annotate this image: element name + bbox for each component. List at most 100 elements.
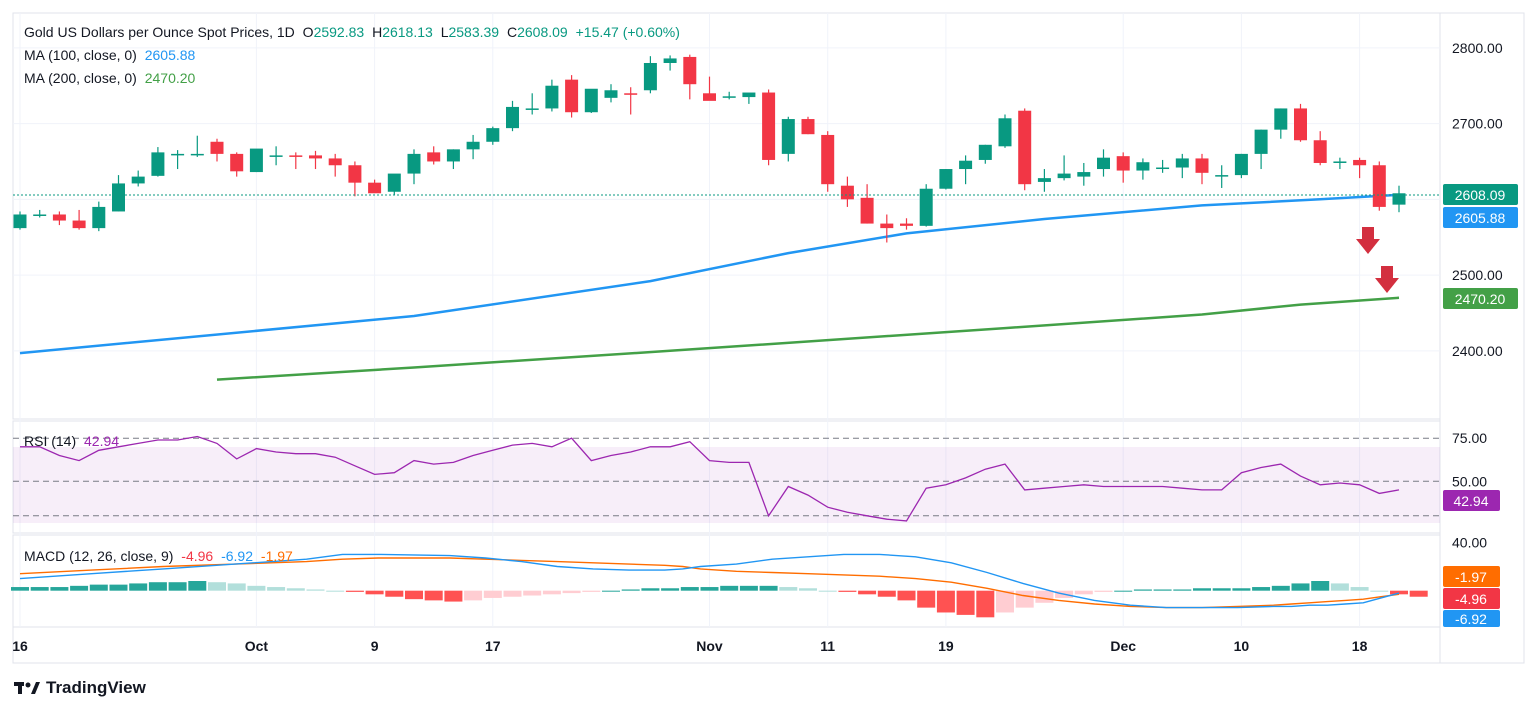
macd-histogram-bar [956, 590, 975, 615]
rsi-line [20, 435, 1400, 522]
macd-histogram-bar [976, 590, 995, 618]
candle-body [368, 182, 382, 194]
candle-body [269, 155, 283, 157]
candle-body [131, 176, 145, 184]
macd-histogram-bar [483, 590, 502, 598]
rsi-legend[interactable]: RSI (14) 42.94 [24, 433, 123, 449]
macd-histogram-bar [1311, 581, 1330, 591]
badge-macd-text: -6.92 [1455, 611, 1487, 627]
macd-histogram-bar [188, 581, 207, 591]
price-pane[interactable] [12, 12, 1441, 420]
candle-body [1215, 175, 1229, 177]
badge-rsi: 42.94 [1443, 490, 1500, 511]
macd-histogram-bar [89, 584, 108, 591]
change-value: +15.47 (+0.60%) [575, 24, 680, 40]
badge-signal-text: -1.97 [1455, 569, 1487, 585]
time-tick-label: 16 [12, 638, 28, 654]
macd-histogram-bar [996, 590, 1014, 613]
macd-histogram-bar [464, 590, 483, 601]
candle-body [1175, 158, 1189, 168]
candle-body [525, 108, 539, 110]
macd-pane[interactable] [12, 534, 1441, 628]
candle-body [190, 153, 204, 156]
candle-body [978, 144, 992, 160]
symbol-title[interactable]: Gold US Dollars per Ounce Spot Prices, 1… [24, 24, 295, 40]
candle-body [1195, 158, 1209, 173]
macd-histogram-bar [1330, 583, 1349, 591]
candle-body [840, 185, 854, 200]
macd-signal-value: -1.97 [260, 548, 293, 564]
macd-histogram-bar [109, 584, 128, 591]
candle-body [13, 214, 27, 229]
macd-histogram-bar [1133, 589, 1152, 591]
macd-histogram-bar [1271, 585, 1290, 591]
l-value: 2583.39 [448, 24, 500, 40]
time-axis[interactable] [12, 626, 1441, 664]
candle-body [565, 79, 579, 113]
time-tick-label: 10 [1234, 638, 1250, 654]
macd-histogram-bar [1153, 589, 1172, 591]
candle-body [171, 153, 185, 156]
macd-legend[interactable]: MACD (12, 26, close, 9) -4.96 -6.92 -1.9… [24, 548, 297, 564]
macd-histogram-bar [582, 590, 601, 592]
badge-hist-text: -4.96 [1455, 591, 1487, 607]
badge-macd: -6.92 [1443, 610, 1500, 627]
macd-histogram-bar [1350, 587, 1369, 591]
macd-histogram-bar [1114, 590, 1133, 592]
candle-body [900, 223, 913, 226]
l-label: L [440, 24, 449, 40]
candle-body [1037, 178, 1051, 182]
macd-histogram-bar [641, 588, 660, 591]
candle-body [860, 197, 874, 224]
tradingview-logo[interactable]: TradingView [14, 678, 146, 698]
price-tick-label: 2500.00 [1452, 267, 1503, 283]
candle-body [919, 188, 933, 226]
macd-histogram-bar [1252, 587, 1271, 591]
time-tick-label: 19 [938, 638, 954, 654]
macd-histogram-bar [1291, 583, 1310, 591]
ohlc-legend: Gold US Dollars per Ounce Spot Prices, 1… [24, 24, 684, 40]
macd-histogram-bar [30, 587, 49, 591]
badge-close: 2608.09 [1443, 184, 1518, 205]
candle-body [1077, 172, 1091, 177]
c-label: C [506, 24, 518, 40]
macd-histogram-bar [148, 582, 167, 591]
ma100-legend[interactable]: MA (100, close, 0) 2605.88 [24, 47, 199, 63]
macd-histogram-bar [385, 590, 404, 597]
candle-body [584, 88, 598, 113]
candle-body [407, 153, 421, 174]
rsi-pane[interactable] [12, 420, 1441, 534]
o-label: O [302, 24, 314, 40]
macd-histogram-bar [680, 587, 699, 591]
candle-body [387, 173, 401, 192]
candle-body [781, 119, 795, 154]
candle-body [486, 128, 500, 142]
candle-body [663, 58, 677, 63]
macd-histogram-bar [326, 590, 345, 592]
time-tick-label: Nov [696, 638, 723, 654]
candle-body [249, 148, 263, 173]
candle-body [722, 96, 736, 98]
macd-tick-label: 40.00 [1452, 534, 1487, 550]
price-tick-label: 2400.00 [1452, 343, 1503, 359]
macd-histogram-bar [1390, 590, 1408, 595]
candle-body [998, 118, 1012, 147]
price-tick-label: 2800.00 [1452, 40, 1503, 56]
rsi-tick-label: 50.00 [1452, 473, 1487, 489]
ma200-legend[interactable]: MA (200, close, 0) 2470.20 [24, 70, 199, 86]
macd-histogram-bar [818, 590, 837, 592]
candle-body [230, 153, 244, 172]
badge-ma200-text: 2470.20 [1455, 291, 1506, 307]
candle-body [427, 152, 441, 162]
macd-macd-value: -6.92 [221, 548, 254, 564]
macd-histogram-bar [877, 590, 896, 597]
macd-histogram-bar [739, 585, 758, 591]
macd-histogram-bar [602, 590, 620, 592]
macd-histogram-bar [523, 590, 542, 596]
macd-histogram-bar [779, 587, 798, 591]
price-axis[interactable] [1439, 12, 1525, 664]
macd-hist-value: -4.96 [181, 548, 214, 564]
rsi-value: 42.94 [84, 433, 120, 449]
rsi-label: RSI (14) [24, 433, 77, 449]
